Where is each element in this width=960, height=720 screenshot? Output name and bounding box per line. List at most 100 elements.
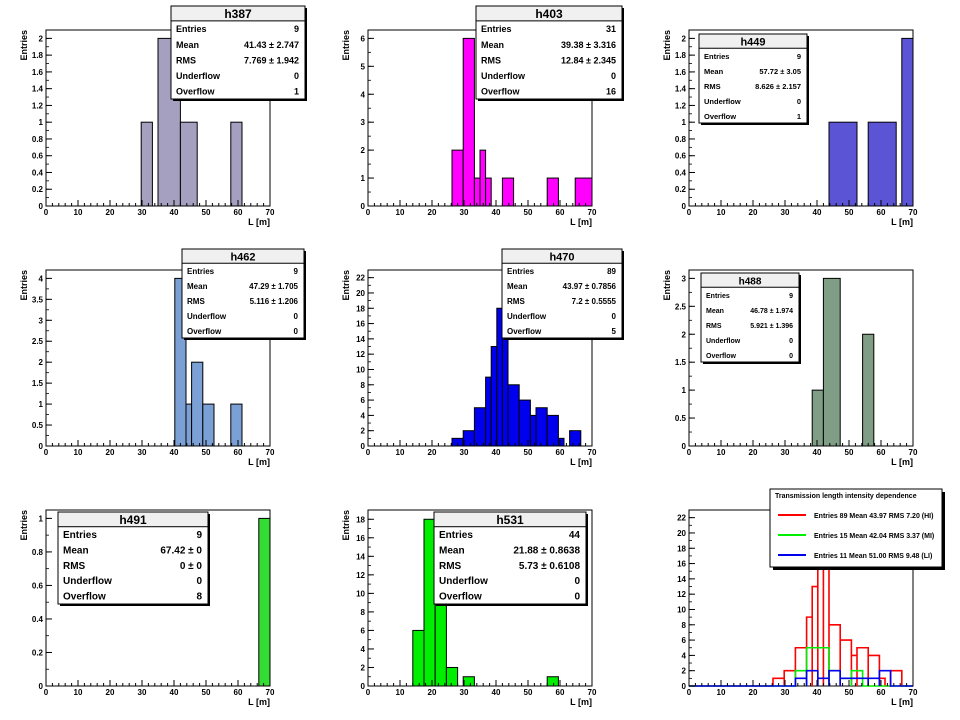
x-tick-label: 0 [44, 208, 49, 217]
stats-title: h403 [535, 7, 563, 21]
histogram-bin [569, 430, 582, 447]
y-tick-label: 6 [361, 34, 366, 43]
x-axis-label: L [m] [891, 697, 913, 707]
y-tick-label: 10 [677, 605, 686, 614]
stats-value: 0 ± 0 [180, 561, 203, 572]
panel-h531: 0 10 20 30 40 50 60 70 0 2 4 6 8 10 12 14 16 18 L [m] Entri… [341, 509, 597, 707]
x-tick-label: 20 [428, 448, 437, 457]
y-tick-label: 0.8 [675, 135, 687, 144]
y-axis-label: Entries [341, 510, 351, 541]
x-tick-label: 60 [234, 688, 243, 697]
y-tick-label: 1.5 [32, 379, 44, 388]
stats-value: 8 [196, 592, 202, 603]
stats-key: Overflow [706, 353, 737, 360]
y-tick-label: 3 [39, 316, 44, 325]
x-tick-label: 70 [909, 688, 918, 697]
y-tick-label: 12 [356, 350, 365, 359]
histogram-bin [811, 389, 824, 447]
x-tick-label: 10 [74, 688, 83, 697]
y-tick-label: 4 [361, 411, 366, 420]
stats-key: RMS [439, 561, 462, 572]
stats-title: h470 [549, 252, 574, 264]
y-tick-label: 22 [356, 274, 365, 283]
histogram-bin [535, 407, 548, 447]
stats-box [700, 272, 800, 363]
stats-key: Underflow [704, 97, 741, 106]
y-axis-label: Entries [662, 270, 672, 301]
x-tick-label: 20 [749, 208, 758, 217]
y-tick-label: 0.6 [32, 581, 44, 590]
x-tick-label: 50 [524, 448, 533, 457]
y-tick-label: 20 [677, 529, 686, 538]
x-axis-label: L [m] [891, 457, 913, 467]
histogram-bin [462, 676, 475, 687]
stats-value: 7.769 ± 1.942 [244, 55, 299, 65]
stats-key: RMS [706, 323, 722, 330]
y-tick-label: 1.2 [32, 101, 44, 110]
y-tick-label: 0 [682, 202, 687, 211]
histogram-bin [822, 277, 841, 447]
stats-key: Overflow [704, 112, 736, 121]
stats-key: Underflow [187, 312, 227, 321]
x-tick-label: 40 [492, 208, 501, 217]
x-tick-label: 50 [202, 448, 211, 457]
y-tick-label: 1.8 [675, 51, 687, 60]
y-tick-label: 12 [356, 571, 365, 580]
stats-title: h491 [119, 513, 147, 527]
histogram-bin [574, 177, 593, 207]
y-tick-label: 0.4 [675, 168, 687, 177]
stats-key: Underflow [439, 576, 488, 587]
stats-value: 31 [606, 24, 616, 34]
y-tick-label: 1 [682, 386, 687, 395]
y-tick-label: 8 [682, 621, 687, 630]
y-tick-label: 2 [39, 34, 44, 43]
x-tick-label: 70 [588, 448, 597, 457]
histogram-bin [485, 177, 492, 207]
y-tick-label: 1 [361, 174, 366, 183]
y-axis-label: Entries [341, 30, 351, 61]
stats-value: 1 [294, 87, 299, 97]
x-tick-label: 60 [234, 208, 243, 217]
stats-value: 9 [196, 530, 202, 541]
panel-h491: 0 10 20 30 40 50 60 70 0 0.2 0.4 0.6 0.8 1 L [m] Entrie… [19, 509, 275, 707]
y-tick-label: 1.8 [32, 51, 44, 60]
stats-key: Mean [704, 67, 724, 76]
stats-value: 0 [574, 576, 580, 587]
histogram-bin [546, 414, 559, 447]
panel-h449: 0 10 20 30 40 50 60 7000.20.40.60.811.21.41.61.… [662, 29, 918, 227]
stats-key: Mean [187, 282, 208, 291]
y-tick-label: 18 [677, 544, 686, 553]
stats-key: Mean [63, 545, 89, 556]
panel-h387: 0 10 20 30 40 50 60 7000.20.40.60.811.21.41.61.… [19, 5, 307, 227]
y-axis-label: Entries [19, 510, 29, 541]
stats-value: 9 [797, 52, 801, 61]
x-tick-label: 60 [877, 208, 886, 217]
stats-key: Overflow [63, 592, 106, 603]
y-tick-label: 3 [682, 274, 687, 283]
x-tick-label: 0 [687, 208, 692, 217]
y-tick-label: 18 [356, 515, 365, 524]
y-tick-label: 0.4 [32, 615, 44, 624]
y-tick-label: 1.4 [32, 85, 44, 94]
y-tick-label: 2 [361, 146, 366, 155]
x-axis-label: L [m] [570, 457, 592, 467]
stats-key: Mean [176, 40, 199, 50]
x-tick-label: 20 [428, 688, 437, 697]
x-tick-label: 40 [813, 688, 822, 697]
y-tick-label: 4 [39, 274, 44, 283]
y-tick-label: 1 [39, 118, 44, 127]
y-tick-label: 0 [682, 682, 687, 691]
x-tick-label: 10 [717, 688, 726, 697]
stats-value: 89 [607, 267, 616, 276]
stats-value: 0 [789, 353, 793, 360]
y-tick-label: 16 [356, 534, 365, 543]
stats-key: Overflow [187, 327, 222, 336]
x-tick-label: 60 [234, 448, 243, 457]
stats-value: 16 [606, 87, 616, 97]
stats-box [170, 5, 306, 100]
y-tick-label: 0.2 [32, 648, 44, 657]
stats-key: RMS [481, 55, 501, 65]
y-tick-label: 1 [39, 514, 44, 523]
